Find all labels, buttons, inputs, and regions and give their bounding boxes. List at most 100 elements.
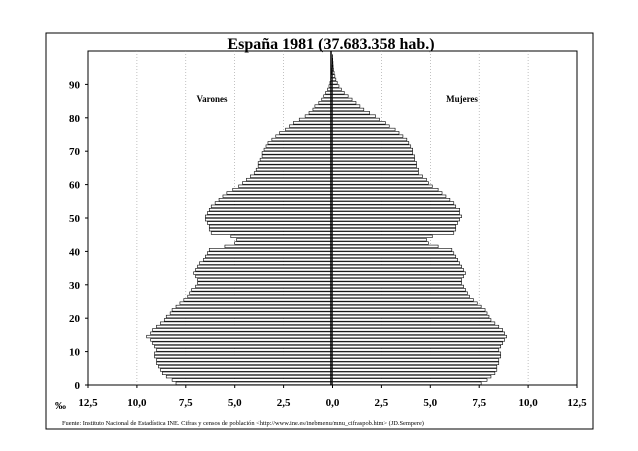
bar-mujeres-age-66 [332, 161, 417, 165]
bar-mujeres-age-58 [332, 187, 439, 192]
bar-mujeres-age-13 [332, 338, 505, 342]
bar-varones-age-41 [224, 244, 333, 249]
bar-mujeres-age-5 [332, 365, 498, 369]
bar-varones-age-70 [263, 147, 333, 152]
bar-varones-age-4 [160, 368, 333, 372]
bar-varones-age-63 [253, 171, 333, 175]
bar-varones-age-76 [285, 127, 333, 132]
bar-varones-age-57 [226, 191, 333, 195]
x-tick-label: 10,0 [127, 397, 147, 409]
y-tick-label: 50 [69, 213, 81, 225]
legend-label-mujeres: Mujeres [446, 94, 478, 104]
bar-mujeres-age-18 [332, 321, 496, 325]
bar-mujeres-age-68 [332, 154, 415, 158]
bar-mujeres-age-1 [332, 378, 488, 382]
bar-varones-age-8 [154, 354, 333, 359]
bar-mujeres-age-32 [332, 274, 464, 279]
y-tick-label: 0 [75, 380, 81, 392]
bar-mujeres-age-52 [332, 208, 460, 212]
bar-mujeres-age-56 [332, 194, 447, 198]
bar-varones-age-79 [298, 117, 333, 122]
bar-varones-age-43 [236, 238, 333, 242]
legend-label-varones: Varones [196, 94, 228, 104]
bar-mujeres-age-49 [332, 218, 460, 222]
bar-mujeres-age-63 [332, 171, 419, 175]
bar-mujeres-age-61 [332, 177, 427, 182]
y-tick-label: 60 [69, 180, 81, 192]
bar-mujeres-age-23 [332, 304, 482, 309]
bar-mujeres-age-30 [332, 281, 462, 285]
y-axis-ticks: 0 10 20 30 40 50 60 70 80 90 [69, 79, 88, 392]
chart-title: España 1981 (37.683.358 hab.) [227, 36, 434, 53]
unit-label: ‰ [55, 400, 66, 412]
bar-varones-age-20 [165, 314, 333, 319]
bar-mujeres-age-87 [332, 91, 345, 95]
bar-varones-age-58 [232, 187, 333, 192]
x-tick-label: 7,5 [472, 397, 486, 409]
bar-varones-age-49 [205, 218, 333, 222]
x-tick-label: 12,5 [567, 397, 587, 409]
bar-mujeres-age-41 [332, 244, 439, 249]
bar-varones-age-12 [152, 341, 333, 345]
bar-varones-age-66 [257, 161, 333, 165]
bar-mujeres-age-65 [332, 164, 417, 168]
bar-mujeres-age-15 [332, 331, 505, 335]
y-tick-label: 10 [69, 347, 81, 359]
bar-mujeres-age-62 [332, 174, 423, 178]
bar-mujeres-age-37 [332, 258, 458, 262]
bar-varones-age-32 [195, 274, 333, 279]
bar-mujeres-age-10 [332, 348, 500, 352]
bar-mujeres-age-33 [332, 271, 466, 275]
bar-varones-age-78 [293, 121, 333, 125]
bar-mujeres-age-89 [332, 84, 340, 88]
bar-varones-age-34 [195, 268, 333, 272]
bar-varones-age-11 [154, 344, 333, 349]
bar-varones-age-5 [158, 365, 333, 369]
bar-varones-age-14 [146, 334, 333, 339]
x-tick-label: 5,0 [423, 397, 437, 409]
x-tick-label: 5,0 [228, 397, 242, 409]
bar-varones-age-72 [267, 141, 333, 145]
bar-varones-age-22 [171, 308, 333, 312]
bar-varones-age-53 [210, 204, 333, 208]
bar-mujeres-age-43 [332, 238, 427, 242]
bar-varones-age-88 [327, 87, 333, 92]
bar-mujeres-age-74 [332, 134, 404, 138]
bar-varones-age-82 [312, 107, 333, 112]
bar-mujeres-age-73 [332, 137, 408, 142]
bar-mujeres-age-60 [332, 181, 429, 185]
bar-mujeres-age-85 [332, 97, 353, 102]
bar-mujeres-age-26 [332, 294, 470, 299]
bar-mujeres-age-93 [332, 71, 335, 75]
bar-mujeres-age-4 [332, 368, 498, 372]
bar-varones-age-0 [175, 381, 333, 385]
bar-mujeres-age-35 [332, 264, 462, 269]
bar-mujeres-age-84 [332, 101, 357, 105]
bar-mujeres-age-40 [332, 248, 453, 252]
x-tick-label: 0,0 [326, 397, 340, 409]
bar-varones-age-67 [259, 157, 333, 162]
bar-mujeres-age-8 [332, 354, 502, 359]
bar-mujeres-age-72 [332, 141, 410, 145]
bar-mujeres-age-53 [332, 204, 457, 208]
bar-varones-age-54 [214, 201, 333, 205]
bar-mujeres-age-16 [332, 328, 503, 332]
bar-varones-age-69 [261, 151, 333, 155]
bar-mujeres-age-70 [332, 147, 413, 152]
bar-mujeres-age-17 [332, 324, 500, 329]
mujeres-bars [332, 54, 507, 385]
bar-varones-age-48 [207, 221, 333, 225]
x-tick-label: 12,5 [78, 397, 98, 409]
bar-mujeres-age-57 [332, 191, 443, 195]
bar-varones-age-25 [183, 298, 333, 302]
bar-varones-age-71 [265, 144, 333, 148]
bar-varones-age-23 [175, 304, 333, 309]
bar-varones-age-28 [191, 288, 333, 292]
bar-mujeres-age-95 [332, 64, 334, 68]
bar-varones-age-31 [197, 278, 333, 282]
bar-varones-age-33 [193, 271, 333, 275]
bar-varones-age-47 [208, 224, 333, 228]
x-axis-ticks: 12,5 10,0 7,5 5,0 2,5 0,0 2,5 5,0 7,5 10,0 12,5 [78, 385, 587, 409]
bar-varones-age-18 [160, 321, 333, 325]
bar-varones-age-15 [150, 331, 333, 335]
